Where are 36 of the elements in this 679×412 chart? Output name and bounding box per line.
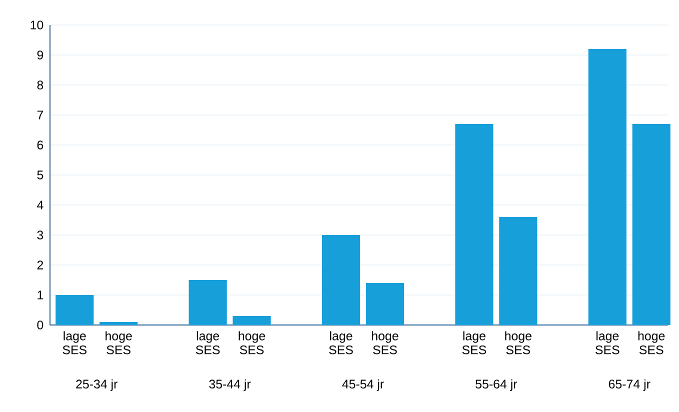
y-tick-label: 0 [37, 320, 44, 330]
text: hoge SES [238, 331, 266, 354]
text: hoge SES [505, 331, 532, 354]
bar [455, 124, 494, 325]
y-tick-label: 9 [37, 50, 44, 60]
bar [322, 234, 360, 325]
text: hoge SES [372, 331, 398, 354]
text: lage SES [196, 331, 220, 354]
y-tick-label: 2 [37, 260, 44, 270]
bar [232, 316, 271, 325]
x-tick-label: 25-34 jr [76, 379, 118, 391]
x-tick-label: 65-74 jr [608, 379, 650, 391]
y-tick-label: 4 [37, 200, 44, 210]
bar [499, 216, 538, 325]
bar [632, 124, 670, 325]
y-tick-label: 3 [37, 230, 44, 240]
y-tick-label: 8 [37, 80, 44, 90]
y-tick-label: 10 [30, 20, 44, 30]
text: lage SES [462, 331, 486, 354]
bar [100, 322, 138, 325]
text: hoge SES [638, 331, 665, 354]
series-label: hoge SES [106, 331, 132, 354]
y-tick-label: 7 [37, 110, 44, 120]
bar [366, 283, 404, 325]
text: lage SES [329, 331, 353, 354]
x-tick-label: 55-64 jr [476, 379, 518, 391]
bar [56, 295, 94, 325]
x-tick-label: 45-54 jr [342, 379, 384, 391]
text: lage SES [596, 331, 620, 354]
y-tick-label: 1 [38, 290, 44, 300]
x-tick-label: 35-44 jr [209, 379, 251, 391]
series-label: lage SES [62, 331, 87, 354]
y-tick-label: 5 [37, 170, 44, 180]
bar [588, 48, 626, 325]
bar [188, 280, 227, 325]
y-tick-label: 6 [37, 140, 44, 150]
